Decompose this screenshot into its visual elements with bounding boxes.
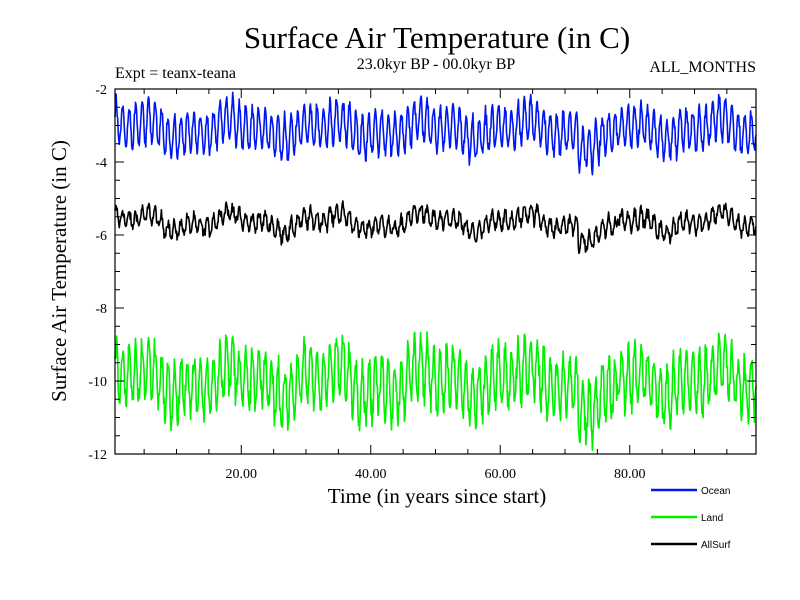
x-axis-label: Time (in years since start): [328, 484, 547, 508]
y-axis-label: Surface Air Temperature (in C): [47, 140, 71, 402]
subtitle-experiment: Expt = teanx-teana: [115, 65, 236, 82]
legend-label-allsurf: AllSurf: [701, 540, 731, 551]
legend-label-land: Land: [701, 513, 723, 524]
tick-layer: 20.00 40.00 60.00 80.00 -2 -4 -6 -8 -10 -12: [88, 83, 756, 482]
y-tick-label: -2: [95, 83, 107, 98]
legend-label-ocean: Ocean: [701, 486, 730, 497]
x-tick-label: 20.00: [226, 467, 258, 482]
legend: Ocean Land AllSurf: [651, 486, 731, 551]
series-layer: [114, 91, 757, 452]
x-tick-label: 40.00: [355, 467, 387, 482]
series-line-land: [114, 331, 757, 452]
subtitle-months: ALL_MONTHS: [649, 59, 756, 76]
x-tick-label: 80.00: [614, 467, 646, 482]
chart-title: Surface Air Temperature (in C): [244, 20, 630, 55]
series-line-allsurf: [114, 200, 757, 255]
y-tick-label: -10: [88, 375, 107, 390]
y-tick-label: -4: [95, 156, 107, 171]
y-tick-label: -6: [95, 229, 107, 244]
series-line-ocean: [114, 91, 757, 176]
y-tick-label: -12: [88, 448, 107, 463]
subtitle-period: 23.0kyr BP - 00.0kyr BP: [357, 56, 516, 73]
y-tick-label: -8: [95, 302, 107, 317]
x-tick-label: 60.00: [484, 467, 516, 482]
